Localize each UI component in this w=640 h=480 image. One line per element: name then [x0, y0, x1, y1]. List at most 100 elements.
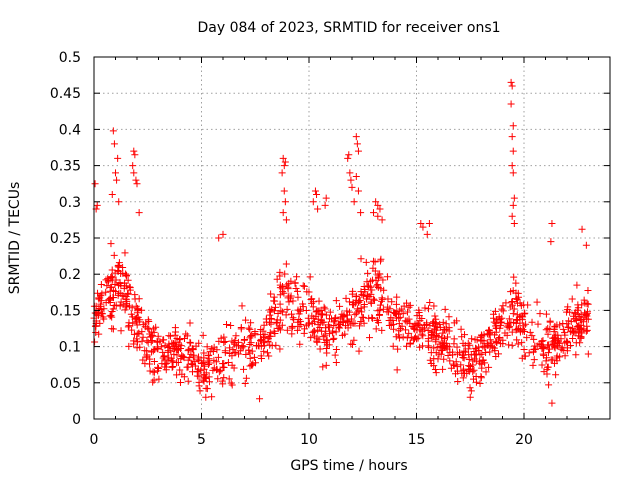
data-point [147, 333, 155, 341]
data-point [138, 328, 146, 336]
data-point [399, 310, 407, 318]
data-point [351, 311, 359, 319]
data-point [444, 352, 452, 360]
data-point [168, 339, 176, 347]
data-point [546, 317, 554, 325]
data-point [202, 384, 210, 392]
data-point [357, 288, 365, 296]
data-point [395, 327, 403, 335]
axis-ticks [93, 56, 611, 420]
data-point [153, 337, 161, 345]
data-point [392, 300, 400, 308]
data-point [393, 366, 401, 374]
data-point [200, 354, 208, 362]
data-point [510, 305, 518, 313]
data-point [344, 154, 352, 162]
data-point [538, 345, 546, 353]
data-point [161, 360, 169, 368]
data-point [345, 151, 353, 159]
data-point [376, 257, 384, 265]
data-point [443, 333, 451, 341]
data-point [329, 335, 337, 343]
data-point [323, 336, 331, 344]
data-point [529, 361, 537, 369]
data-point [447, 364, 455, 372]
data-point [425, 343, 433, 351]
data-point [568, 295, 576, 303]
data-point [232, 332, 240, 340]
data-point [420, 321, 428, 329]
data-point [360, 301, 368, 309]
data-point [164, 356, 172, 364]
data-point [432, 336, 440, 344]
data-point [162, 366, 170, 374]
data-point [516, 299, 524, 307]
data-point [108, 313, 116, 321]
data-point [314, 205, 322, 213]
data-point [430, 344, 438, 352]
data-point [105, 296, 113, 304]
data-point [399, 333, 407, 341]
data-point [512, 316, 520, 324]
data-point [508, 212, 516, 220]
data-point [426, 356, 434, 364]
data-point [257, 352, 265, 360]
data-point [166, 332, 174, 340]
data-point [354, 187, 362, 195]
data-point [523, 334, 531, 342]
data-point [385, 308, 393, 316]
data-point [357, 209, 365, 217]
data-point [461, 348, 469, 356]
data-point [194, 365, 202, 373]
data-point [220, 333, 228, 341]
data-point [368, 314, 376, 322]
data-point [440, 355, 448, 363]
data-point [319, 333, 327, 341]
data-point [102, 288, 110, 296]
data-point [202, 393, 210, 401]
data-point [393, 293, 401, 301]
data-point [307, 334, 315, 342]
data-point [509, 310, 517, 318]
data-point [208, 393, 216, 401]
data-point [270, 297, 278, 305]
data-point [309, 303, 317, 311]
data-point [334, 320, 342, 328]
data-point [278, 169, 286, 177]
data-point [109, 294, 117, 302]
x-tick-label: 0 [90, 432, 99, 448]
data-point [556, 321, 564, 329]
data-point [107, 274, 115, 282]
data-point [131, 315, 139, 323]
data-point [573, 281, 581, 289]
data-point [449, 360, 457, 368]
data-point [283, 326, 291, 334]
data-point [184, 377, 192, 385]
data-point [342, 294, 350, 302]
data-point [97, 281, 105, 289]
data-point [248, 361, 256, 369]
data-point [114, 154, 122, 162]
data-point [281, 270, 289, 278]
data-point [490, 314, 498, 322]
data-point [346, 298, 354, 306]
data-point [551, 323, 559, 331]
data-point [160, 353, 168, 361]
data-point [154, 332, 162, 340]
data-point [247, 339, 255, 347]
data-point [372, 325, 380, 333]
data-point [280, 187, 288, 195]
data-point [490, 344, 498, 352]
data-point [358, 291, 366, 299]
data-point [313, 191, 321, 199]
data-point [575, 328, 583, 336]
data-point [459, 374, 467, 382]
data-point [574, 301, 582, 309]
data-point [279, 209, 287, 217]
data-point [180, 335, 188, 343]
y-tick-label: 0.2 [59, 267, 81, 283]
data-point [190, 351, 198, 359]
data-point [505, 341, 513, 349]
data-point [453, 343, 461, 351]
data-point [509, 122, 517, 130]
